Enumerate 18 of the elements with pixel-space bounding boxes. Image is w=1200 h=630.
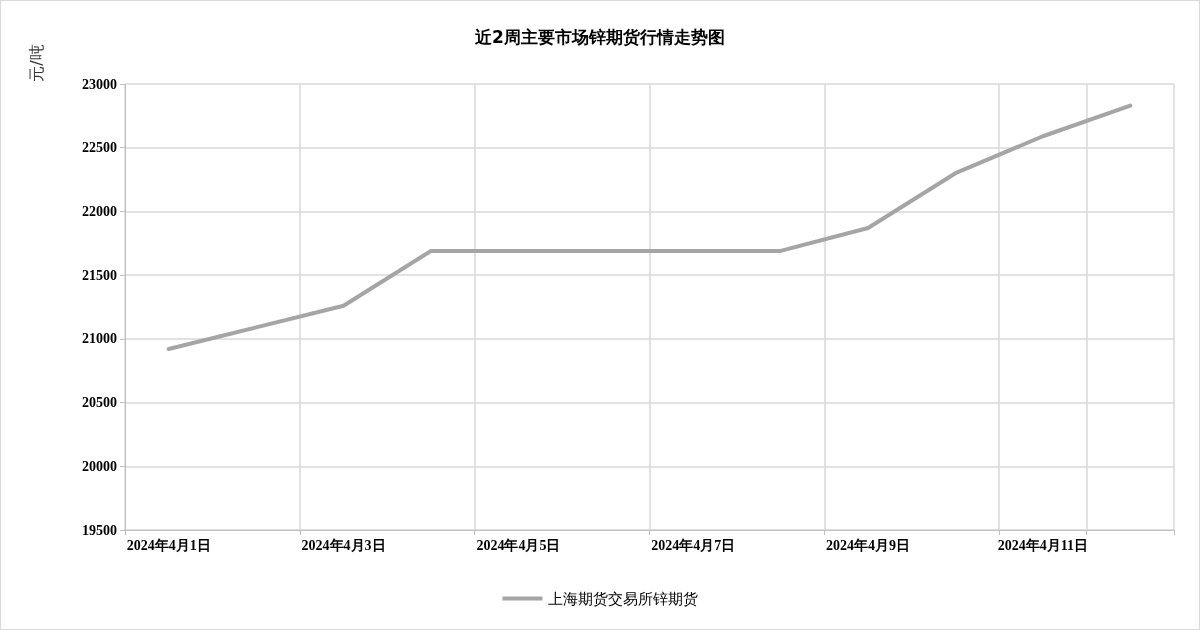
y-tick-label: 20500 (82, 395, 117, 411)
y-tick-label: 21000 (82, 331, 117, 347)
x-tick-label: 2024年4月7日 (651, 537, 736, 553)
legend-label: 上海期货交易所锌期货 (547, 589, 698, 608)
y-tick-label: 21500 (82, 267, 117, 283)
x-tick-label: 2024年4月11日 (997, 537, 1088, 553)
x-tick-label: 2024年4月3日 (301, 537, 386, 553)
line-series (166, 103, 1133, 352)
y-tick-label: 20000 (82, 458, 117, 474)
y-axis-title: 元/吨 (26, 44, 46, 82)
y-tick-label: 19500 (82, 522, 117, 538)
chart-title: 近2周主要市场锌期货行情走势图 (474, 26, 725, 47)
y-tick-label: 23000 (82, 76, 117, 92)
y-tick-label: 22000 (82, 203, 117, 219)
x-tick-label: 2024年4月9日 (826, 537, 911, 553)
x-tick-label: 2024年4月1日 (126, 537, 211, 553)
x-tick-label: 2024年4月5日 (476, 537, 561, 553)
y-tick-label: 22500 (82, 140, 117, 156)
